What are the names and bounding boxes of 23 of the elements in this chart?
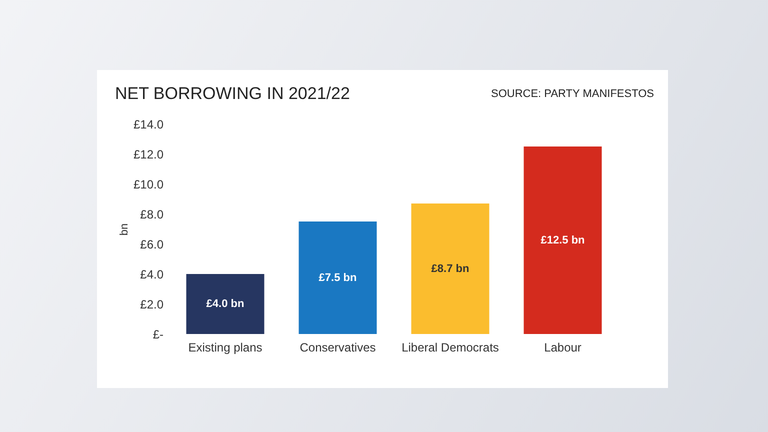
y-tick-label: £8.0: [140, 208, 164, 222]
y-tick-label: £10.0: [133, 178, 164, 192]
data-label: £7.5 bn: [318, 272, 357, 284]
bar: [524, 146, 602, 334]
data-label: £8.7 bn: [431, 262, 470, 275]
x-tick-label: Conservatives: [300, 340, 376, 354]
y-tick-label: £14.0: [133, 118, 164, 132]
y-tick-label: £2.0: [140, 298, 164, 312]
bar: [298, 222, 377, 334]
bar: [411, 204, 490, 334]
chart-title: NET BORROWING IN 2021/22: [115, 84, 350, 104]
x-tick-label: Liberal Democrats: [402, 340, 499, 354]
y-axis-title: bn: [118, 223, 130, 236]
x-tick-label: Labour: [544, 340, 582, 354]
data-label: £12.5 bn: [540, 234, 586, 246]
x-tick-label: Existing plans: [188, 340, 262, 354]
y-tick-label: £6.0: [140, 238, 164, 252]
y-tick-label: £4.0: [140, 268, 164, 282]
y-tick-label: £-: [152, 328, 164, 342]
data-label: £4.0 bn: [206, 298, 244, 310]
bar: [186, 274, 264, 334]
source-note: SOURCE: PARTY MANIFESTOS: [491, 88, 654, 100]
y-tick-label: £12.0: [133, 148, 164, 162]
